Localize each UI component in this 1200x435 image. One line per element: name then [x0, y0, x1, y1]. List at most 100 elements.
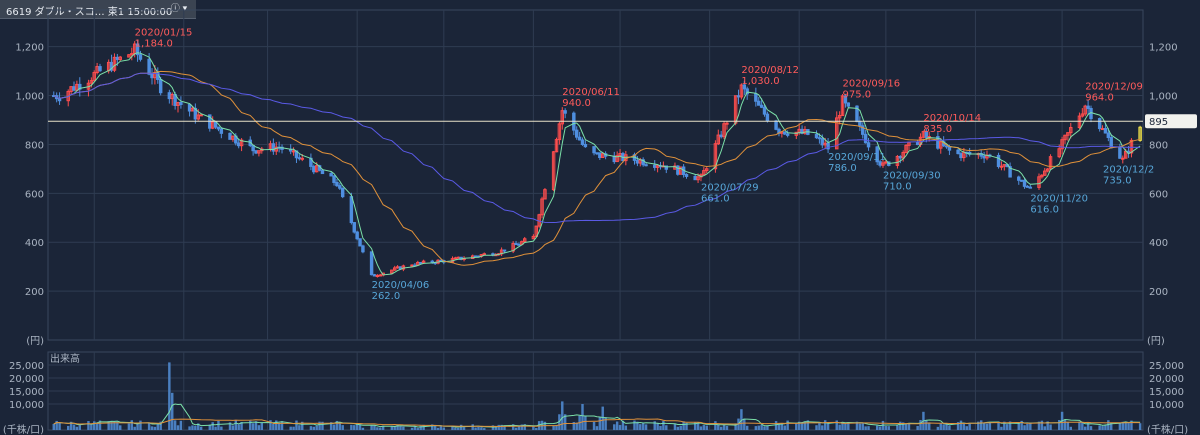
candle-body — [92, 72, 96, 82]
candle-body — [355, 231, 359, 240]
volume-bar — [150, 426, 154, 430]
candle-body — [858, 121, 862, 127]
volume-bar — [1008, 421, 1012, 430]
candle-body — [901, 152, 905, 159]
candle-body — [482, 253, 486, 256]
volume-bar — [959, 420, 963, 430]
volume-bar — [948, 425, 951, 430]
high-annotation-value: 1,184.0 — [135, 39, 173, 50]
ma-long-line — [53, 72, 1141, 224]
candle-body — [150, 73, 154, 79]
volume-bar — [55, 420, 58, 430]
volume-bar — [1109, 422, 1113, 430]
candle-body — [392, 267, 397, 271]
candle-body — [338, 185, 342, 189]
volume-bar — [899, 421, 902, 430]
volume-ytick-right: 20,000 — [1149, 374, 1184, 385]
volume-bar — [474, 427, 477, 430]
info-dropdown-icon[interactable]: ⓘ ▾ — [170, 4, 188, 14]
volume-bar — [72, 424, 76, 430]
volume-bar — [1066, 422, 1070, 430]
volume-bar — [1029, 422, 1032, 430]
candle-body — [167, 92, 172, 100]
volume-bar — [1101, 426, 1104, 430]
volume-ma-mid-line — [53, 418, 1141, 428]
volume-bar — [575, 422, 578, 430]
volume-bar — [968, 423, 971, 430]
volume-bar — [471, 424, 474, 430]
volume-bar — [838, 424, 841, 430]
volume-bar — [402, 426, 405, 430]
candle-body — [453, 257, 458, 260]
volume-bar — [1020, 420, 1023, 430]
price-ytick-right: 1,000 — [1149, 92, 1178, 103]
candle-body — [615, 155, 619, 163]
volume-bar — [641, 423, 645, 430]
high-annotation-date: 2020/06/11 — [562, 87, 620, 98]
volume-bar — [925, 419, 928, 430]
volume-bar — [826, 423, 830, 430]
volume-bar — [133, 426, 136, 430]
volume-bar — [272, 423, 275, 430]
volume-bar — [907, 423, 911, 430]
volume-bar — [977, 421, 980, 430]
volume-bar — [618, 425, 622, 430]
candle-body — [375, 275, 380, 278]
volume-bar — [315, 425, 318, 430]
volume-bar — [1127, 423, 1130, 430]
candle-body — [861, 125, 865, 135]
volume-bar — [1107, 420, 1110, 430]
volume-bar — [191, 425, 194, 430]
volume-bar — [615, 421, 619, 430]
candle-body — [574, 129, 579, 138]
volume-bar — [1040, 420, 1044, 430]
price-ytick-left: 800 — [25, 140, 44, 151]
volume-bar — [786, 420, 789, 430]
volume-bar — [861, 423, 864, 430]
candle-body — [78, 83, 82, 90]
volume-bar — [896, 425, 899, 430]
candle-body — [236, 142, 241, 147]
candle-body — [693, 175, 697, 181]
volume-bar — [350, 424, 353, 430]
candle-body — [580, 139, 585, 145]
volume-ytick-left: 25,000 — [9, 361, 44, 372]
volume-bar — [956, 422, 960, 430]
volume-bar — [301, 421, 304, 430]
volume-bar — [864, 426, 867, 430]
volume-bar — [685, 422, 688, 430]
volume-bar — [639, 424, 642, 430]
volume-bar — [462, 427, 466, 430]
volume-bar — [774, 421, 778, 430]
volume-bar — [552, 425, 555, 430]
volume-bar — [199, 426, 203, 430]
volume-bar — [500, 424, 503, 430]
volume-bar — [1023, 425, 1026, 430]
candle-body — [543, 189, 547, 200]
volume-bar — [613, 424, 616, 430]
volume-bar — [260, 422, 264, 430]
candle-body — [837, 115, 842, 119]
candle-body — [759, 104, 764, 108]
volume-bar — [1104, 425, 1107, 430]
volume-bar — [358, 424, 362, 430]
volume-bar — [159, 421, 162, 430]
volume-bar — [763, 426, 766, 430]
candle-body — [361, 245, 365, 253]
candle-body — [138, 54, 143, 60]
candle-body — [719, 134, 723, 138]
volume-bar — [514, 427, 518, 430]
low-annotation-value: 710.0 — [883, 181, 912, 192]
candle-body — [517, 243, 521, 246]
volume-bar — [127, 423, 131, 430]
volume-bar — [962, 423, 966, 430]
candle-body — [754, 93, 758, 102]
volume-bar — [1005, 424, 1009, 430]
volume-bar — [173, 420, 177, 430]
volume-bar — [743, 418, 746, 430]
candle-body — [1022, 179, 1027, 187]
candle-body — [1017, 176, 1021, 181]
high-annotation-value: 835.0 — [923, 124, 952, 135]
volume-bar — [442, 427, 446, 430]
volume-bar — [90, 423, 93, 430]
